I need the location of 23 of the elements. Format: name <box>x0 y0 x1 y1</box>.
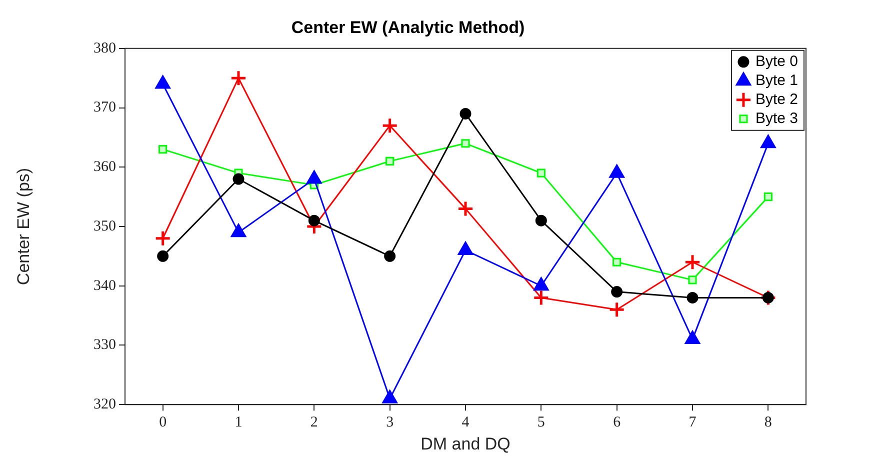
x-tick-label: 5 <box>537 414 545 431</box>
x-tick-label: 0 <box>159 414 167 431</box>
x-axis-title: DM and DQ <box>420 434 510 454</box>
x-tick-label: 4 <box>462 414 470 431</box>
x-tick-label: 7 <box>688 414 697 431</box>
legend-label: Byte 1 <box>755 72 798 90</box>
y-tick-label: 340 <box>94 278 116 294</box>
legend-label: Byte 2 <box>755 91 798 108</box>
chart-title: Center EW (Analytic Method) <box>291 18 525 37</box>
y-tick-label: 350 <box>94 218 116 234</box>
y-tick-label: 360 <box>94 159 116 176</box>
x-tick-label: 8 <box>764 414 772 431</box>
legend-label: Byte 0 <box>755 53 798 70</box>
x-tick-label: 1 <box>234 414 242 431</box>
y-axis-title: Center EW (ps) <box>14 168 33 286</box>
y-tick-label: 370 <box>94 100 116 116</box>
x-tick-label: 3 <box>386 414 394 431</box>
x-tick-label: 6 <box>613 414 622 431</box>
y-tick-label: 380 <box>94 40 116 56</box>
y-tick-label: 330 <box>94 337 116 354</box>
legend-label: Byte 3 <box>755 110 798 128</box>
y-tick-label: 320 <box>94 396 116 413</box>
x-tick-label: 2 <box>310 414 318 431</box>
